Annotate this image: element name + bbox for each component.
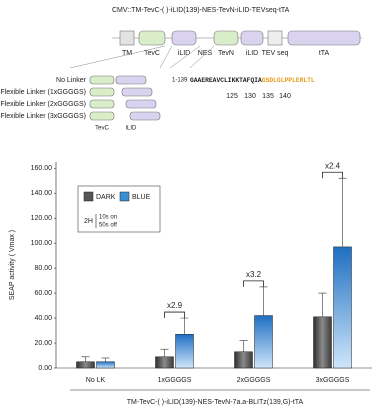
seq-prefix: 1-139 bbox=[172, 78, 188, 84]
legend-note: 2H bbox=[84, 218, 93, 225]
x-tick-label: 3xGGGGS bbox=[316, 377, 350, 384]
block-label: tTA bbox=[319, 50, 330, 57]
seq-pos: 140 bbox=[279, 93, 291, 100]
block-label: iLID bbox=[246, 50, 258, 57]
y-tick-label: 0.00 bbox=[38, 365, 52, 372]
error-bar bbox=[101, 357, 110, 362]
block-label: TevC bbox=[144, 50, 160, 57]
error-bar bbox=[318, 292, 327, 317]
annotation: x2.4 bbox=[325, 161, 341, 170]
block bbox=[287, 30, 361, 46]
legend-swatch bbox=[119, 191, 130, 202]
bar bbox=[254, 315, 273, 369]
part-label: iLID bbox=[126, 126, 137, 132]
legend-note: 50s off bbox=[99, 223, 117, 229]
error-bar bbox=[259, 286, 268, 316]
block-label: TEV seq bbox=[262, 50, 289, 57]
bar bbox=[96, 361, 115, 369]
error-bar bbox=[180, 317, 189, 335]
construct-title: CMV::TM-TevC-( )-iLID(139)-NES-TevN-iLID… bbox=[112, 7, 290, 14]
annotation: x2.9 bbox=[167, 301, 183, 310]
linker-label: No Linker bbox=[56, 77, 87, 84]
block-label: NES bbox=[198, 50, 213, 57]
seq-tail: GSDLGLPPLERLTL bbox=[262, 77, 315, 84]
x-tick-label: No LK bbox=[86, 377, 106, 384]
bracket bbox=[164, 311, 185, 319]
sequence: GAAEREAVCLIKKTAFQIAGSDLGLPPLERLTL bbox=[190, 77, 315, 84]
y-tick-label: 40.00 bbox=[34, 315, 52, 322]
y-axis-label: SEAP activity ( Vmax ) bbox=[9, 230, 16, 300]
legend-note: 10s on bbox=[99, 215, 117, 221]
bar bbox=[175, 334, 194, 369]
block bbox=[119, 30, 135, 46]
bar bbox=[333, 246, 352, 369]
seq-pos: 135 bbox=[262, 93, 274, 100]
part-label: TevC bbox=[95, 126, 109, 132]
bracket bbox=[322, 171, 343, 179]
block bbox=[267, 30, 283, 46]
error-bar bbox=[160, 348, 169, 357]
x-tick-label: 1xGGGGS bbox=[158, 377, 192, 384]
block bbox=[240, 30, 264, 46]
y-tick-label: 20.00 bbox=[34, 340, 52, 347]
block-label: iLID bbox=[178, 50, 190, 57]
y-tick-label: 120.00 bbox=[31, 215, 53, 222]
error-bar bbox=[81, 356, 90, 362]
chart: SEAP activity ( Vmax ) TM-TevC-( )-iLID(… bbox=[9, 161, 372, 406]
error-bar bbox=[239, 340, 248, 352]
block bbox=[213, 30, 239, 46]
block bbox=[138, 30, 166, 46]
linker-list: No Linker Flexible Linker (1xGGGGS) Flex… bbox=[0, 75, 161, 132]
x-axis-label: TM-TevC-( )-iLID(139)-NES-TevN-7a.a-BLIT… bbox=[127, 399, 304, 406]
linker-label: Flexible Linker (2xGGGGS) bbox=[0, 101, 86, 108]
x-tick-label: 2xGGGGS bbox=[237, 377, 271, 384]
y-tick-label: 140.00 bbox=[31, 190, 53, 197]
legend-label: DARK bbox=[96, 194, 116, 201]
bracket bbox=[243, 280, 264, 287]
seq-core: GAAEREAVCLIKKTAFQIA bbox=[190, 77, 262, 84]
bar bbox=[155, 356, 174, 369]
y-tick-label: 80.00 bbox=[34, 265, 52, 272]
bar bbox=[313, 316, 332, 369]
block-label: TevN bbox=[218, 50, 234, 57]
y-tick-label: 160.00 bbox=[31, 165, 53, 172]
linker-label: Flexible Linker (1xGGGGS) bbox=[0, 89, 86, 96]
legend-swatch bbox=[83, 191, 94, 202]
seq-pos: 125 bbox=[226, 93, 238, 100]
error-bar bbox=[338, 177, 347, 247]
linker-label: Flexible Linker (3xGGGGS) bbox=[0, 113, 86, 120]
block bbox=[171, 30, 197, 46]
bar bbox=[76, 361, 95, 369]
y-tick-label: 60.00 bbox=[34, 290, 52, 297]
seq-pos: 130 bbox=[244, 93, 256, 100]
annotation: x3.2 bbox=[246, 270, 262, 279]
block-label: TM bbox=[122, 50, 132, 57]
legend-label: BLUE bbox=[132, 194, 151, 201]
bar bbox=[234, 351, 253, 369]
y-tick-label: 100.00 bbox=[31, 240, 53, 247]
